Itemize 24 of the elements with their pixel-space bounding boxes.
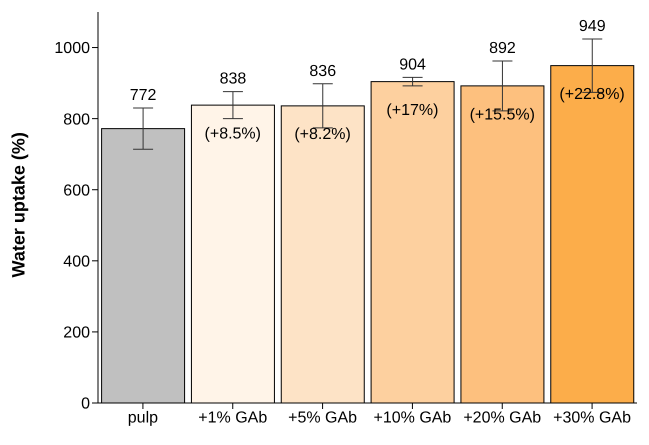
x-tick-label: +1% GAb xyxy=(198,409,268,426)
data-label: 892 xyxy=(489,40,516,58)
y-tick-label: 0 xyxy=(81,396,90,413)
x-tick-label: +30% GAb xyxy=(553,409,632,426)
data-label: 904 xyxy=(399,56,426,74)
x-tick-label: +5% GAb xyxy=(288,409,358,426)
data-label: 836 xyxy=(309,62,336,80)
y-tick-label: 1000 xyxy=(54,40,90,58)
annotation: (+17%) xyxy=(386,102,438,120)
x-tick-label: +10% GAb xyxy=(374,409,452,426)
data-label: 949 xyxy=(578,18,606,36)
annotation: (+22.8%) xyxy=(559,86,625,104)
y-tick-label: 800 xyxy=(63,111,90,128)
y-tick-label: 200 xyxy=(63,324,90,342)
y-tick-label: 600 xyxy=(63,182,90,200)
annotation: (+8.2%) xyxy=(294,126,351,144)
x-tick-label: +20% GAb xyxy=(463,409,542,426)
data-label: 838 xyxy=(220,70,246,88)
annotation: (+8.5%) xyxy=(204,125,261,142)
data-label: 772 xyxy=(130,86,157,104)
y-tick-label: 400 xyxy=(63,254,90,270)
y-axis-title: Water uptake (%) xyxy=(8,132,28,278)
annotation: (+15.5%) xyxy=(470,106,535,124)
x-tick-label: pulp xyxy=(128,409,158,426)
